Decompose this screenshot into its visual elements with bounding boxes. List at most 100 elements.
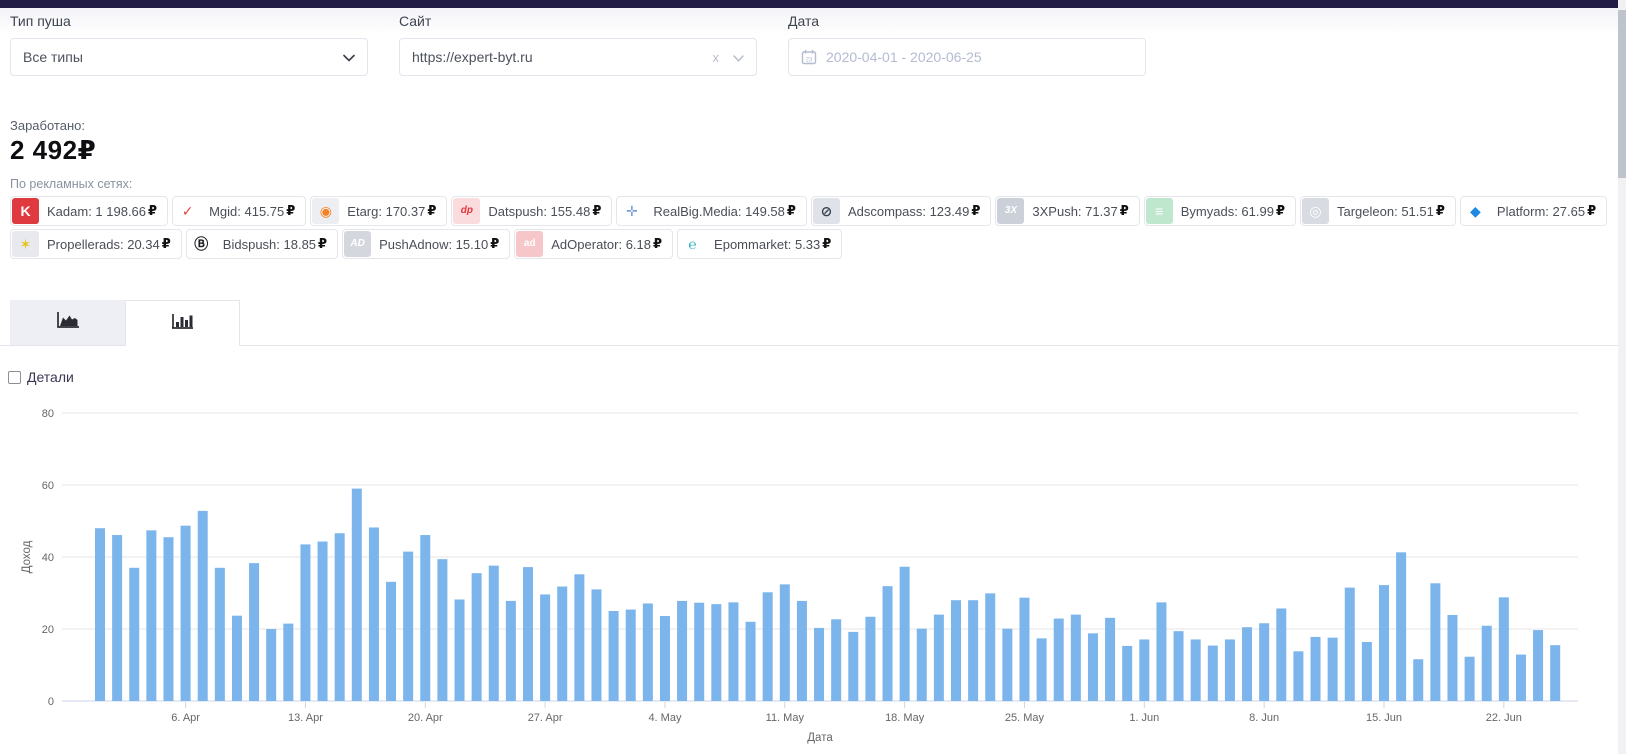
revenue-bar-day-26[interactable] [540,594,551,701]
revenue-bar-day-45[interactable] [865,616,876,701]
revenue-bar-day-32[interactable] [642,603,653,701]
revenue-bar-day-56[interactable] [1053,618,1064,701]
revenue-bar-day-36[interactable] [711,604,722,701]
revenue-bar-day-69[interactable] [1276,608,1287,701]
network-badge-realbig-media[interactable]: ✛ RealBig.Media: 149.58 ₽ [616,196,807,226]
revenue-bar-day-35[interactable] [694,602,705,701]
revenue-bar-day-50[interactable] [951,600,961,701]
details-toggle[interactable]: Детали [8,369,74,385]
revenue-bar-day-6[interactable] [197,510,208,701]
revenue-bar-day-82[interactable] [1498,597,1509,701]
revenue-bar-day-79[interactable] [1447,614,1458,701]
tab-bar-chart[interactable] [125,300,240,346]
network-badge-datspush[interactable]: dp Datspush: 155.48 ₽ [451,196,613,226]
revenue-bar-day-80[interactable] [1464,656,1475,701]
revenue-bar-day-23[interactable] [488,565,499,701]
revenue-bar-day-48[interactable] [916,628,927,701]
network-badge-epommarket[interactable]: ℮ Epommarket: 5.33 ₽ [677,229,843,259]
revenue-bar-day-9[interactable] [249,563,260,701]
revenue-bar-day-31[interactable] [625,609,636,701]
revenue-bar-day-37[interactable] [728,602,739,701]
revenue-bar-day-73[interactable] [1344,587,1355,701]
revenue-bar-day-33[interactable] [659,616,670,701]
revenue-bar-day-1[interactable] [112,535,123,701]
network-badge-3xpush[interactable]: 3X 3XPush: 71.37 ₽ [995,196,1140,226]
revenue-bar-day-63[interactable] [1173,631,1184,701]
revenue-bar-day-11[interactable] [283,623,294,701]
revenue-bar-day-28[interactable] [574,574,585,701]
revenue-bar-day-13[interactable] [317,541,328,701]
revenue-bar-day-24[interactable] [505,600,516,701]
revenue-bar-day-51[interactable] [968,600,979,701]
revenue-bar-day-46[interactable] [882,586,893,701]
revenue-bar-day-38[interactable] [745,621,756,701]
revenue-bar-day-3[interactable] [146,530,157,701]
revenue-bar-day-16[interactable] [368,527,379,701]
revenue-bar-day-71[interactable] [1310,636,1321,701]
network-badge-etarg[interactable]: ◉ Etarg: 170.37 ₽ [310,196,448,226]
revenue-bar-day-25[interactable] [523,567,533,701]
revenue-bar-day-43[interactable] [831,619,842,701]
revenue-bar-day-39[interactable] [762,592,773,701]
revenue-bar-day-68[interactable] [1259,623,1270,701]
revenue-bar-day-40[interactable] [779,584,790,701]
revenue-bar-day-64[interactable] [1190,639,1201,701]
revenue-bar-day-8[interactable] [231,615,242,701]
revenue-bar-day-85[interactable] [1550,645,1561,701]
revenue-bar-day-0[interactable] [95,528,105,701]
revenue-chart[interactable]: 0 20 40 60 80 6. Apr 13. Apr 20. Apr 27. Apr 4. M… [0,394,1626,754]
tab-area-chart[interactable] [10,300,125,345]
revenue-bar-day-49[interactable] [933,614,944,701]
revenue-bar-day-59[interactable] [1105,617,1116,701]
revenue-bar-day-54[interactable] [1019,597,1030,701]
revenue-bar-day-5[interactable] [180,525,191,701]
revenue-bar-chart-svg[interactable]: 0 20 40 60 80 6. Apr 13. Apr 20. Apr 27. Apr 4. M… [0,394,1626,754]
revenue-bar-day-84[interactable] [1533,630,1544,701]
revenue-bar-day-4[interactable] [163,537,174,701]
revenue-bar-day-81[interactable] [1481,625,1492,701]
revenue-bar-day-52[interactable] [985,593,996,701]
revenue-bar-day-74[interactable] [1361,641,1372,701]
page-scrollbar[interactable] [1618,0,1626,754]
network-badge-platform[interactable]: ◆ Platform: 27.65 ₽ [1459,196,1608,226]
network-badge-kadam[interactable]: K Kadam: 1 198.66 ₽ [10,196,169,226]
network-badge-bidspush[interactable]: Ⓑ Bidspush: 18.85 ₽ [185,229,339,259]
clear-icon[interactable]: x [712,49,720,65]
revenue-bar-day-17[interactable] [386,581,397,701]
revenue-bar-day-18[interactable] [403,551,414,701]
site-select[interactable]: https://expert-byt.ru x [399,38,757,76]
revenue-bar-day-34[interactable] [677,600,688,701]
revenue-bar-day-19[interactable] [420,535,431,701]
revenue-bar-day-60[interactable] [1122,645,1133,701]
network-badge-propellerads[interactable]: ✶ Propellerads: 20.34 ₽ [10,229,182,259]
revenue-bar-day-78[interactable] [1430,583,1441,701]
revenue-bar-day-65[interactable] [1207,645,1218,701]
revenue-bar-day-20[interactable] [437,559,448,701]
revenue-bar-day-44[interactable] [848,631,859,701]
revenue-bar-day-47[interactable] [899,566,910,701]
revenue-bar-day-7[interactable] [214,567,225,701]
scrollbar-thumb[interactable] [1618,10,1626,178]
revenue-bar-day-70[interactable] [1293,651,1304,701]
date-range-input[interactable]: 23 2020-04-01 - 2020-06-25 [788,38,1146,76]
revenue-bar-day-22[interactable] [471,573,482,701]
revenue-bar-day-67[interactable] [1242,627,1253,701]
revenue-bar-day-58[interactable] [1087,633,1098,701]
push-type-select[interactable]: Все типы [10,38,368,76]
revenue-bar-day-66[interactable] [1224,639,1235,701]
revenue-bar-day-62[interactable] [1156,602,1167,701]
network-badge-adscompass[interactable]: ⊘ Adscompass: 123.49 ₽ [810,196,992,226]
revenue-bar-day-12[interactable] [300,544,311,701]
revenue-bar-day-55[interactable] [1036,638,1047,701]
revenue-bar-day-61[interactable] [1139,639,1150,701]
revenue-bar-day-76[interactable] [1396,552,1407,701]
revenue-bar-day-21[interactable] [454,599,465,701]
revenue-bar-day-30[interactable] [608,611,619,701]
revenue-bar-day-27[interactable] [557,586,568,701]
network-badge-adoperator[interactable]: ad AdOperator: 6.18 ₽ [514,229,674,259]
revenue-bar-day-15[interactable] [351,488,362,701]
revenue-bar-day-10[interactable] [266,629,277,701]
revenue-bar-day-29[interactable] [591,589,602,701]
revenue-bar-day-83[interactable] [1515,654,1526,701]
revenue-bar-day-77[interactable] [1413,659,1424,701]
